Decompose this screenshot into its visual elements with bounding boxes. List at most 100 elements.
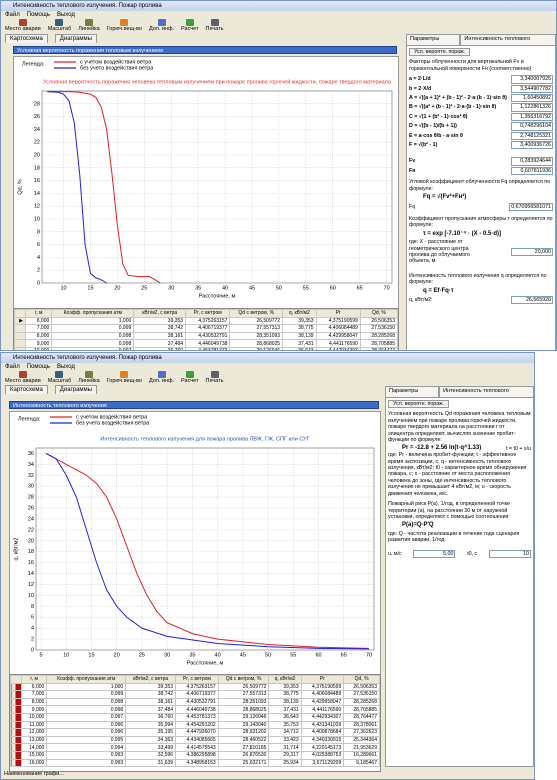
dropdown[interactable]: Интенсивность теплового излучения	[9, 401, 379, 409]
table-row: 13,000 0,995 34,363 4,434085665 28,460522 33,…	[10, 735, 380, 745]
table-cell: 4,430532791	[185, 331, 231, 341]
tool-button[interactable]: Масштаб	[48, 371, 71, 384]
tool-button[interactable]: Место аварии	[5, 371, 41, 384]
value-field: 1,356316792	[511, 112, 553, 122]
table-cell: 13,000	[20, 735, 48, 745]
x-axis-label: Расстояние, м	[187, 660, 224, 666]
x-tick-label: 60	[330, 285, 336, 291]
tool-button[interactable]: Линейка	[78, 19, 100, 32]
table-cell: 37,431	[282, 339, 317, 348]
table-row: 15,000 0,993 32,596 4,386295898 26,876530 29,…	[10, 750, 380, 760]
tool-button[interactable]: Печать	[206, 19, 224, 32]
tool-icon	[120, 371, 129, 378]
value-field[interactable]: 20,000	[511, 247, 553, 257]
table-cell: 6,000	[24, 316, 53, 326]
y-tick-label: 18	[34, 165, 40, 171]
tool-button[interactable]: Доп. инф.	[149, 371, 174, 384]
menu-item[interactable]: Помощь	[26, 12, 50, 18]
row-marker-header	[14, 309, 26, 318]
text: Коэффициент пропускания атмосферы τ опре…	[409, 215, 553, 229]
y-tick-label: 16	[34, 178, 40, 184]
tool-label: Место аварии	[5, 378, 41, 384]
table-cell: 15,000	[20, 750, 48, 760]
row-marker	[10, 705, 22, 714]
value-field: 2,748125321	[511, 131, 553, 141]
tool-button[interactable]: Расчет	[181, 19, 199, 32]
y-tick-label: 32	[28, 473, 34, 479]
table-cell: 16,289661	[343, 750, 380, 760]
value-field[interactable]: 26,565920	[511, 295, 553, 305]
row-marker-header	[10, 675, 22, 684]
data-table: r, м Коэфф. пропускания атм кВт/м2, с ветр…	[9, 674, 381, 772]
tool-button[interactable]: Горюч.вещ-во	[107, 371, 142, 384]
menu-item[interactable]: Файл	[5, 364, 20, 370]
table-cell: 4,375263157	[175, 682, 219, 692]
row-marker	[10, 735, 22, 745]
tool-icon	[55, 371, 64, 378]
value-label: q, кВт/м2:	[409, 296, 433, 303]
y-tick-label: 0	[37, 280, 40, 286]
input-field[interactable]: 10	[488, 549, 531, 558]
y-tick-label: 4	[31, 626, 34, 632]
x-tick-label: 10	[63, 652, 69, 658]
table-cell: 4,406084489	[300, 690, 345, 699]
data-line	[45, 453, 369, 650]
tab[interactable]: Картосхема	[5, 385, 48, 394]
menu-item[interactable]: Помощь	[26, 364, 50, 370]
column-header: Коэфф. пропускания атм	[51, 309, 135, 318]
tool-label: Печать	[205, 26, 224, 32]
header-row: r, м Коэфф. пропускания атм кВт/м2, с ветр…	[14, 309, 398, 318]
x-tick-label: 20	[114, 285, 120, 291]
tab[interactable]: Картосхема	[5, 34, 48, 43]
table-cell: 4,406719377	[185, 324, 231, 333]
table-cell: 0,997	[46, 712, 127, 722]
table-cell: 9,185467	[343, 758, 380, 768]
input-field[interactable]: 5,00	[413, 549, 456, 558]
table-cell: 28,351093	[229, 331, 284, 341]
tool-button[interactable]: Горюч.вещ-во	[107, 19, 142, 32]
value-row: D = √((b - 1)/(b + 1)) 0,748296104	[409, 122, 553, 131]
tool-button[interactable]: Линейка	[78, 371, 100, 384]
text: Пожарный риск P(a), 1/год, в определенно…	[388, 501, 510, 520]
legend-title: Легенда:	[22, 61, 45, 67]
sub-tab[interactable]: Усл. вероятн. пораж.	[409, 48, 471, 57]
tool-button[interactable]: Печать	[206, 371, 224, 384]
menu-item[interactable]: Файл	[5, 12, 20, 18]
menu-item[interactable]: Выход	[56, 12, 75, 18]
table-cell: 29,317	[268, 750, 302, 760]
x-tick-label: 25	[139, 652, 145, 658]
plot-area	[41, 90, 393, 284]
y-tick-label: 24	[28, 516, 34, 522]
table-cell: 36,760	[133, 346, 187, 350]
x-tick-label: 40	[222, 285, 228, 291]
tab[interactable]: Диаграммы	[54, 385, 97, 394]
tool-button[interactable]: Расчет	[181, 371, 199, 384]
table-cell: 0,996	[46, 728, 127, 737]
table-cell: 9,000	[24, 339, 53, 348]
table-cell: 28,764477	[343, 712, 380, 722]
x-tick-label: 50	[265, 652, 271, 658]
table-cell: 28,931202	[217, 728, 270, 737]
dropdown[interactable]: Условная вероятность поражения тепловым …	[13, 46, 397, 54]
table-row: 9,000 0,998 37,484 4,446049738 28,868025 37,4…	[10, 705, 380, 714]
row-marker	[14, 331, 26, 341]
tab[interactable]: Диаграммы	[54, 34, 97, 43]
data-table: r, м Коэфф. пропускания атм кВт/м2, с ветр…	[13, 308, 399, 350]
tool-button[interactable]: Масштаб	[48, 19, 71, 32]
table-cell: 34,363	[125, 735, 177, 745]
x-tick-label: 15	[88, 652, 94, 658]
table-cell: 36,643	[268, 712, 302, 722]
data-line	[47, 91, 161, 284]
tool-button[interactable]: Место аварии	[5, 19, 41, 32]
table-cell: 38,775	[268, 690, 302, 699]
table-cell: 28,705885	[343, 705, 380, 714]
x-tick-label: 40	[215, 652, 221, 658]
value-row: B = √((a² + (b - 1)² - 2·a·(b - 1)·sin θ…	[409, 103, 553, 112]
sub-tab[interactable]: Усл. вероятн. пораж.	[388, 400, 450, 409]
table-cell: 7,000	[20, 690, 48, 699]
value-field[interactable]: 0,670956581071	[509, 202, 553, 211]
tool-button[interactable]: Доп. инф.	[149, 19, 174, 32]
menu-item[interactable]: Выход	[56, 364, 75, 370]
title-bar: Интенсивность теплового излучения. Пожар…	[1, 353, 534, 363]
table-cell: 0,994	[46, 743, 127, 752]
